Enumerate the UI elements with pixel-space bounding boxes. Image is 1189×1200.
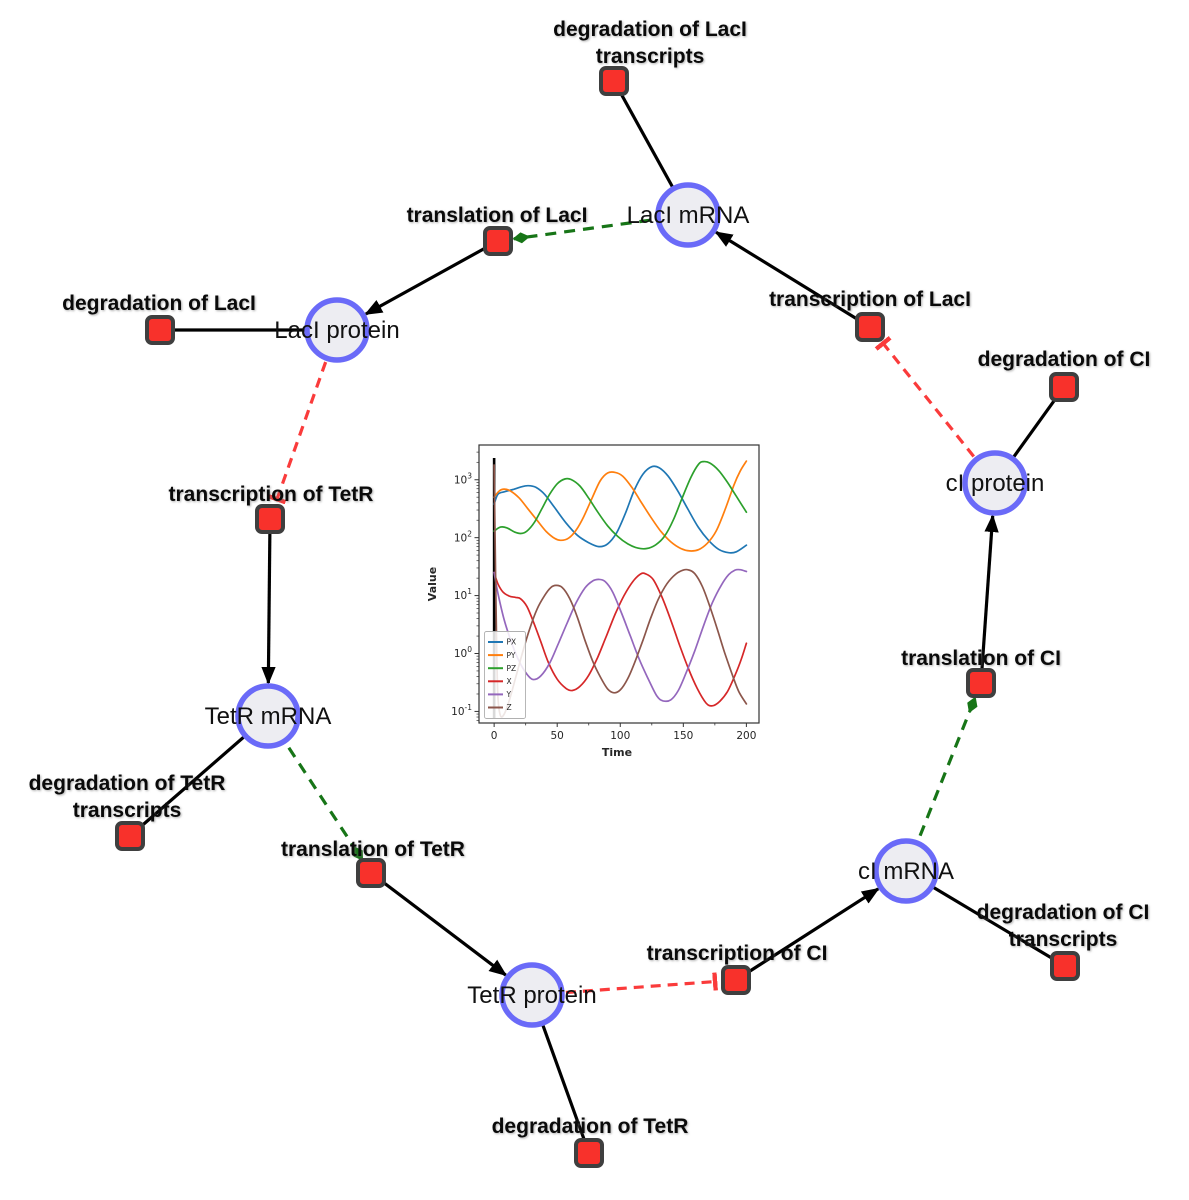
species-label-ci-mrna: cI mRNA bbox=[858, 858, 954, 885]
edge-transcription-laci-to-laci-mrna bbox=[714, 230, 871, 329]
reaction-node-degradation-tetr-transcripts[interactable] bbox=[115, 821, 145, 851]
reaction-node-degradation-tetr[interactable] bbox=[574, 1138, 604, 1168]
legend-label-Y: Y bbox=[506, 690, 512, 699]
edge-transcription-ci-to-ci-mrna bbox=[735, 887, 880, 982]
x-tick-label: 200 bbox=[736, 730, 756, 742]
legend-label-PX: PX bbox=[507, 638, 517, 647]
species-node-ci-mrna[interactable] bbox=[873, 838, 939, 904]
edge-translation-ci-to-ci-protein bbox=[979, 514, 999, 684]
legend-label-PZ: PZ bbox=[507, 664, 517, 673]
y-tick-label: 10-1 bbox=[451, 703, 472, 718]
reaction-node-translation-tetr[interactable] bbox=[356, 858, 386, 888]
x-tick-label: 150 bbox=[673, 730, 693, 742]
chart-x-axis-label: Time bbox=[602, 746, 632, 759]
species-node-ci-protein[interactable] bbox=[962, 450, 1028, 516]
legend-label-X: X bbox=[507, 677, 512, 686]
reaction-label-translation-ci: translation of CI bbox=[901, 647, 1061, 670]
reaction-node-transcription-ci[interactable] bbox=[721, 965, 751, 995]
timeseries-inset-chart: 0 50 100 150 200 10-1 100 101 102 103 Time Value PX P… bbox=[426, 444, 760, 759]
species-label-tetr-protein: TetR protein bbox=[467, 982, 596, 1009]
species-node-tetr-mrna[interactable] bbox=[235, 683, 301, 749]
species-label-tetr-mrna: TetR mRNA bbox=[205, 703, 332, 730]
series-Y bbox=[493, 568, 748, 703]
edge-translation-laci-to-laci-protein bbox=[364, 239, 499, 316]
reaction-node-degradation-laci-transcripts[interactable] bbox=[599, 66, 629, 96]
y-tick-label: 102 bbox=[454, 529, 472, 544]
legend-label-Z: Z bbox=[507, 703, 512, 712]
reaction-label-degradation-laci-transcripts: transcripts bbox=[596, 45, 705, 68]
reaction-node-transcription-laci[interactable] bbox=[855, 312, 885, 342]
chart-legend bbox=[484, 631, 526, 719]
species-label-laci-mrna: LacI mRNA bbox=[627, 202, 750, 229]
reaction-label-transcription-laci: transcription of LacI bbox=[769, 288, 971, 311]
node-layer bbox=[115, 66, 1080, 1168]
y-tick-label: 100 bbox=[454, 645, 472, 660]
edge-transcription-tetr-to-tetr-mrna bbox=[261, 518, 276, 685]
edge-laci-protein-to-transcription-tetr bbox=[267, 329, 339, 505]
reaction-label-degradation-laci: degradation of LacI bbox=[62, 292, 256, 315]
series-PY bbox=[493, 460, 748, 552]
chart-y-axis-label: Value bbox=[426, 567, 439, 601]
label-layer: degradation of LacI transcripts translatio… bbox=[29, 18, 1151, 1138]
edge-ci-protein-to-transcription-laci bbox=[874, 336, 997, 485]
series-X bbox=[493, 571, 748, 707]
reaction-node-degradation-ci-transcripts[interactable] bbox=[1050, 951, 1080, 981]
y-tick-label: 103 bbox=[454, 471, 472, 486]
species-node-laci-protein[interactable] bbox=[304, 297, 370, 363]
x-tick-label: 0 bbox=[491, 730, 498, 742]
reaction-node-degradation-ci[interactable] bbox=[1049, 372, 1079, 402]
edge-translation-tetr-to-tetr-protein bbox=[370, 871, 508, 977]
x-tick-label: 100 bbox=[610, 730, 630, 742]
reaction-node-translation-ci[interactable] bbox=[966, 668, 996, 698]
species-node-tetr-protein[interactable] bbox=[499, 962, 565, 1028]
edge-tetr-protein-to-transcription-ci bbox=[531, 972, 718, 997]
reaction-node-transcription-tetr[interactable] bbox=[255, 504, 285, 534]
series-PX bbox=[493, 465, 748, 554]
reaction-label-degradation-ci-transcripts: degradation of CI bbox=[977, 901, 1150, 924]
x-tick-label: 50 bbox=[551, 730, 564, 742]
species-label-ci-protein: cI protein bbox=[946, 470, 1045, 497]
chart-frame bbox=[478, 444, 760, 724]
species-node-laci-mrna[interactable] bbox=[655, 182, 721, 248]
reaction-label-transcription-tetr: transcription of TetR bbox=[169, 483, 374, 506]
reaction-label-degradation-laci-transcripts: degradation of LacI bbox=[553, 18, 747, 41]
reaction-label-degradation-tetr-transcripts: transcripts bbox=[73, 799, 182, 822]
edge-layer bbox=[128, 80, 1066, 1154]
reaction-label-translation-tetr: translation of TetR bbox=[281, 838, 465, 861]
legend-label-PY: PY bbox=[507, 651, 516, 660]
reaction-node-translation-laci[interactable] bbox=[483, 226, 513, 256]
species-label-laci-protein: LacI protein bbox=[274, 317, 399, 344]
reaction-label-transcription-ci: transcription of CI bbox=[647, 942, 828, 965]
edge-ci-mrna-to-translation-ci bbox=[904, 696, 978, 872]
y-tick-label: 101 bbox=[454, 587, 472, 602]
reaction-node-degradation-laci[interactable] bbox=[145, 315, 175, 345]
reaction-label-degradation-tetr-transcripts: degradation of TetR bbox=[29, 772, 226, 795]
reaction-label-degradation-tetr: degradation of TetR bbox=[492, 1115, 689, 1138]
series-PZ bbox=[493, 460, 748, 550]
reaction-label-translation-laci: translation of LacI bbox=[407, 204, 588, 227]
reaction-label-degradation-ci: degradation of CI bbox=[978, 348, 1151, 371]
reaction-label-degradation-ci-transcripts: transcripts bbox=[1009, 928, 1118, 951]
